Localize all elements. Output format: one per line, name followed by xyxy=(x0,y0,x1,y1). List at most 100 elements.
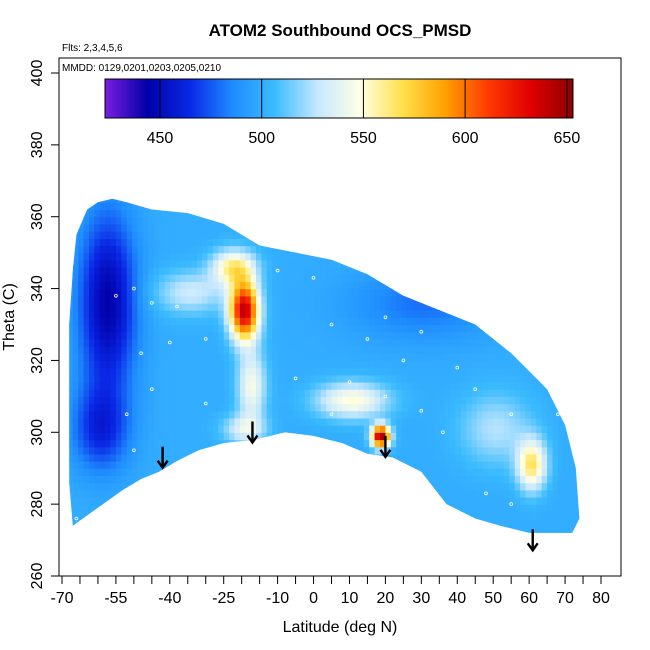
heatmap-cell xyxy=(358,231,365,239)
heatmap-cell xyxy=(428,367,435,376)
heatmap-cell xyxy=(175,374,182,383)
heatmap-cell xyxy=(390,518,397,527)
heatmap-cell xyxy=(380,518,386,527)
heatmap-cell xyxy=(541,403,548,412)
heatmap-cell xyxy=(363,417,370,426)
heatmap-cell xyxy=(234,346,241,354)
heatmap-cell xyxy=(84,188,90,196)
heatmap-cell xyxy=(223,209,230,218)
heatmap-cell xyxy=(396,432,403,441)
heatmap-cell xyxy=(390,489,397,498)
heatmap-cell xyxy=(353,346,360,354)
heatmap-cell xyxy=(293,482,300,491)
heatmap-cell xyxy=(482,181,488,189)
heatmap-cell xyxy=(385,216,392,225)
heatmap-cell xyxy=(369,231,376,239)
heatmap-cell xyxy=(137,202,144,211)
heatmap-cell xyxy=(385,482,392,491)
heatmap-cell xyxy=(390,198,397,203)
heatmap-cell xyxy=(126,231,133,239)
heatmap-cell xyxy=(320,317,327,326)
heatmap-cell xyxy=(132,331,139,340)
heatmap-cell xyxy=(142,382,149,390)
heatmap-cell xyxy=(218,489,225,498)
heatmap-cell xyxy=(239,223,246,232)
heatmap-cell xyxy=(460,317,467,326)
heatmap-cell xyxy=(78,396,85,405)
heatmap-cell xyxy=(94,245,101,254)
heatmap-cell xyxy=(288,223,295,232)
heatmap-cell xyxy=(525,223,532,232)
heatmap-cell xyxy=(159,209,165,218)
heatmap-cell xyxy=(369,432,376,441)
heatmap-cell xyxy=(504,504,510,512)
heatmap-cell xyxy=(207,518,214,527)
heatmap-cell xyxy=(450,446,457,455)
heatmap-cell xyxy=(180,338,187,347)
heatmap-cell xyxy=(110,482,117,491)
heatmap-cell xyxy=(498,497,505,505)
heatmap-cell xyxy=(304,382,311,390)
heatmap-cell xyxy=(105,403,112,412)
heatmap-cell xyxy=(83,331,90,340)
heatmap-cell xyxy=(69,223,74,232)
heatmap-cell xyxy=(536,317,543,326)
heatmap-cell xyxy=(315,446,322,455)
heatmap-cell xyxy=(121,331,128,340)
heatmap-cell xyxy=(520,497,527,505)
heatmap-cell xyxy=(396,231,403,239)
heatmap-cell xyxy=(202,360,209,369)
heatmap-cell xyxy=(477,231,483,239)
heatmap-cell xyxy=(293,382,300,390)
heatmap-cell xyxy=(137,360,144,369)
heatmap-cell xyxy=(266,518,273,527)
heatmap-cell xyxy=(83,198,90,203)
heatmap-cell xyxy=(299,198,306,203)
heatmap-cell xyxy=(283,425,289,433)
heatmap-cell xyxy=(557,504,564,512)
heatmap-cell xyxy=(417,511,424,520)
heatmap-cell xyxy=(471,259,478,268)
heatmap-cell xyxy=(466,461,473,469)
heatmap-cell xyxy=(69,374,74,383)
heatmap-cell xyxy=(504,461,510,469)
heatmap-cell xyxy=(557,396,564,405)
heatmap-cell xyxy=(455,518,462,527)
heatmap-cell xyxy=(433,295,440,304)
heatmap-cell xyxy=(568,346,575,354)
heatmap-cell xyxy=(212,295,219,304)
heatmap-cell xyxy=(72,338,79,347)
heatmap-cell xyxy=(191,374,198,383)
heatmap-cell xyxy=(73,181,79,189)
heatmap-cell xyxy=(283,353,289,361)
heatmap-cell xyxy=(407,346,413,354)
heatmap-cell xyxy=(412,374,419,383)
heatmap-cell xyxy=(541,439,548,448)
heatmap-cell xyxy=(552,202,559,211)
heatmap-cell xyxy=(277,425,284,433)
heatmap-cell xyxy=(256,353,262,361)
heatmap-cell xyxy=(444,216,451,225)
heatmap-cell xyxy=(126,396,133,405)
heatmap-cell xyxy=(191,360,198,369)
heatmap-cell xyxy=(62,317,68,325)
heatmap-cell xyxy=(547,209,554,218)
heatmap-cell xyxy=(153,331,160,340)
heatmap-cell xyxy=(132,504,139,512)
heatmap-cell xyxy=(326,518,333,527)
heatmap-cell xyxy=(169,374,176,383)
heatmap-cell xyxy=(69,295,74,304)
heatmap-cell xyxy=(380,295,386,304)
heatmap-cell xyxy=(320,475,327,484)
heatmap-cell xyxy=(423,439,430,448)
heatmap-cell xyxy=(191,267,198,275)
heatmap-cell xyxy=(482,302,489,311)
heatmap-cell xyxy=(369,245,376,254)
heatmap-cell xyxy=(471,310,478,318)
heatmap-cell xyxy=(444,338,451,347)
heatmap-cell xyxy=(531,188,537,196)
heatmap-cell xyxy=(304,353,311,361)
heatmap-cell xyxy=(504,532,510,533)
heatmap-cell xyxy=(277,410,284,419)
heatmap-cell xyxy=(105,446,112,455)
